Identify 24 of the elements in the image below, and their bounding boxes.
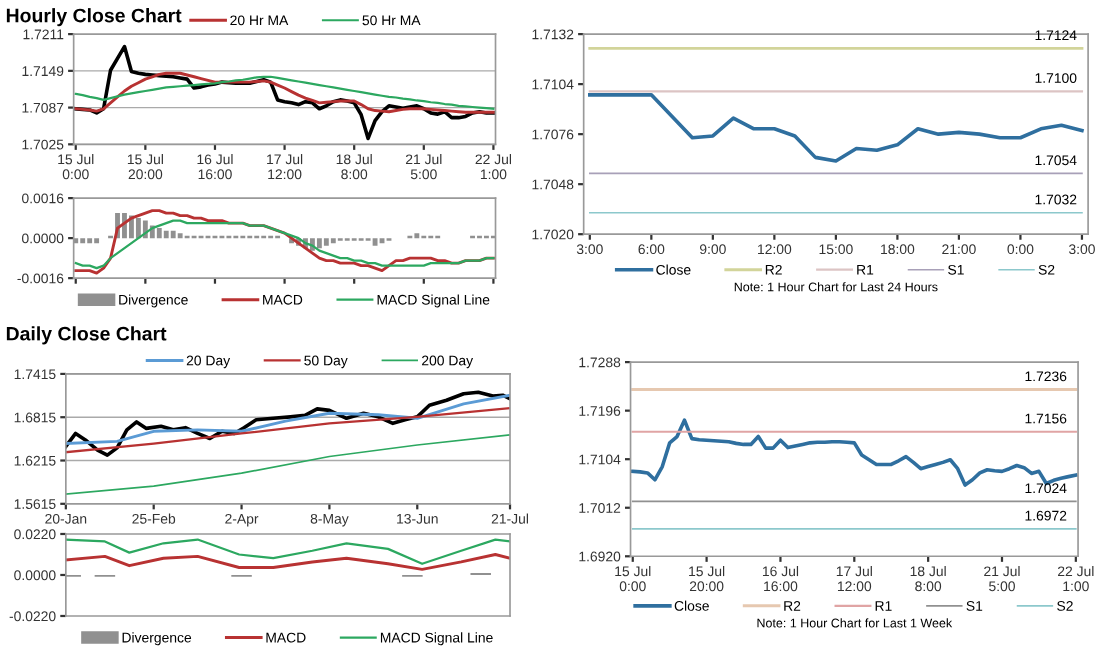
bar: [372, 238, 378, 246]
bar: [414, 233, 420, 239]
line-series: [73, 44, 496, 141]
bar: [80, 238, 86, 244]
line-series: [65, 553, 511, 571]
line-series: [65, 538, 511, 565]
bar: [163, 230, 169, 239]
bar: [156, 228, 162, 239]
bar: [177, 233, 183, 239]
chart-title: Daily Close Chart: [6, 326, 167, 345]
bar: [135, 218, 141, 239]
bar: [87, 238, 93, 244]
line-series: [74, 219, 495, 270]
bar: [330, 238, 336, 244]
bar: [323, 238, 329, 246]
line-series: [65, 393, 511, 446]
line-series: [588, 93, 1084, 163]
bar: [170, 230, 176, 239]
line-series: [65, 390, 511, 457]
chart-title: Hourly Close Chart: [6, 8, 182, 27]
line-series: [65, 434, 511, 495]
bar: [94, 238, 100, 244]
bar: [316, 238, 322, 249]
line-series: [65, 407, 511, 454]
